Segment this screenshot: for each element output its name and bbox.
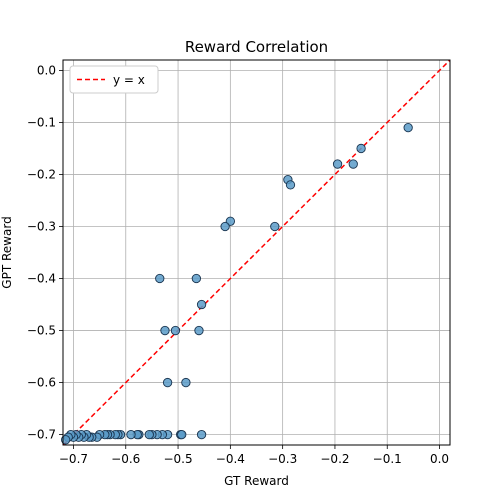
scatter-point [356,143,366,154]
scatter-point [403,122,413,133]
x-axis-ticks: −0.7 −0.6 −0.5 −0.4 −0.3 −0.2 −0.1 0.0 [59,445,449,466]
x-tick-label: −0.1 [373,452,402,466]
y-tick-label: −0.3 [27,219,56,233]
scatter-point [285,180,296,190]
scatter-point [126,429,136,440]
scatter-point [348,159,358,169]
x-tick-label: −0.4 [216,452,245,466]
scatter-point [270,221,280,232]
reference-line-layer [62,59,451,446]
scatter-point [196,429,207,440]
scatter-point [144,429,154,440]
x-tick-label: −0.2 [320,452,349,466]
y-axis-label: GPT Reward [0,216,14,288]
x-tick-label: −0.6 [111,452,140,466]
scatter-point [332,159,343,169]
y-tick-label: −0.5 [27,324,56,338]
y-axis-ticks: −0.7 −0.6 −0.5 −0.4 −0.3 −0.2 −0.1 0.0 [27,63,63,442]
points-layer [60,122,413,445]
y-tick-label: −0.4 [27,272,56,286]
scatter-point [155,273,165,284]
x-tick-label: −0.7 [59,452,88,466]
y-tick-label: −0.1 [27,115,56,129]
y-tick-label: −0.2 [27,167,56,181]
y-tick-label: 0.0 [37,63,56,77]
scatter-point [220,221,230,232]
legend: y = x [69,65,159,94]
y-tick-label: −0.6 [27,376,56,390]
scatter-point [191,273,202,284]
scatter-point [196,299,207,310]
reference-line-y-equals-x [62,59,451,446]
x-tick-label: 0.0 [430,452,449,466]
scatter-point [160,325,170,336]
scatter-point [60,435,71,445]
legend-box [69,65,159,94]
scatter-point [194,325,204,336]
scatter-point [177,429,187,440]
scatter-point [170,325,181,336]
axes-frame [62,59,451,446]
legend-label: y = x [113,73,145,87]
scatter-point [181,377,191,388]
plot-area [60,59,451,446]
x-axis-label: GT Reward [224,474,289,488]
chart-title: Reward Correlation [185,38,328,56]
scatter-point [162,377,173,388]
x-tick-label: −0.3 [268,452,297,466]
x-tick-label: −0.5 [163,452,192,466]
y-tick-label: −0.7 [27,428,56,442]
